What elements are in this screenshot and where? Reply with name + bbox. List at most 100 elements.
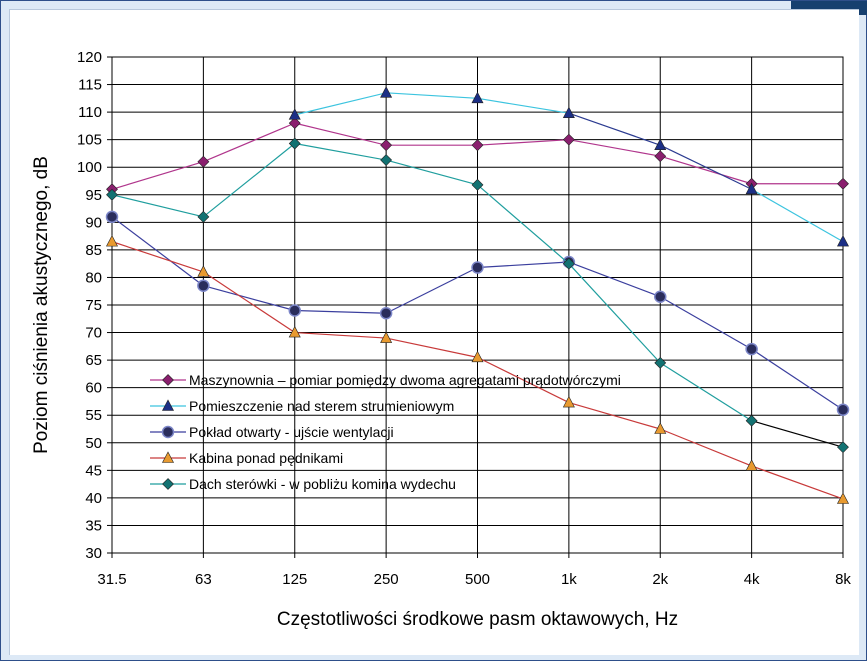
series-segment — [386, 337, 478, 358]
series-segment — [386, 92, 478, 99]
point-ring — [471, 261, 484, 274]
x-tick-label: 1k — [561, 571, 577, 588]
legend-item-3: Pokład otwarty - ujście wentylacji — [150, 424, 394, 440]
series-segment — [660, 428, 752, 467]
series-lines — [105, 86, 850, 504]
data-point — [562, 133, 575, 146]
series-segment — [568, 112, 661, 146]
legend: Maszynownia – pomiar pomiędzy dwoma agre… — [150, 372, 621, 492]
y-tick-label: 110 — [78, 104, 102, 121]
data-point — [562, 257, 575, 270]
y-tick-labels: 30 35 40 45 50 55 60 65 70 75 80 85 90 95 100 105 110 115… — [77, 49, 112, 562]
x-tick-label: 2k — [652, 571, 668, 588]
data-point — [837, 441, 849, 454]
point-ring — [105, 210, 119, 224]
x-tick-label: 63 — [195, 571, 212, 588]
data-point — [288, 304, 301, 317]
y-tick-label: 75 — [85, 297, 102, 314]
point-ring — [379, 307, 393, 320]
legend-marker — [162, 451, 174, 463]
data-point — [837, 492, 849, 504]
series-segment — [111, 241, 204, 273]
data-point — [836, 403, 850, 416]
data-point — [562, 395, 575, 408]
series-segment — [751, 420, 844, 448]
y-tick-label: 70 — [85, 325, 102, 342]
y-tick-label: 45 — [85, 462, 102, 479]
x-tick-label: 500 — [465, 571, 490, 588]
series-segment — [568, 263, 661, 364]
data-point — [288, 117, 301, 130]
y-tick-label: 105 — [77, 132, 102, 149]
point-ring — [197, 279, 210, 292]
series-segment — [751, 188, 844, 243]
series-segment — [477, 184, 570, 265]
chart-panel — [9, 9, 859, 655]
series-segment — [477, 261, 569, 269]
series-segment — [477, 356, 570, 404]
data-point — [471, 350, 484, 363]
data-point — [105, 210, 119, 224]
series-segment — [477, 97, 569, 114]
data-point — [471, 261, 484, 274]
series-segment — [294, 142, 387, 161]
data-point — [654, 150, 667, 163]
legend-marker — [162, 478, 174, 490]
legend-label: Pokład otwarty - ujście wentylacji — [189, 424, 394, 440]
series-4 — [106, 234, 849, 504]
data-point — [380, 139, 393, 152]
series-segment — [385, 266, 478, 314]
series-segment — [751, 465, 844, 500]
series-segment — [294, 309, 387, 314]
data-point — [106, 234, 118, 247]
series-segment — [385, 159, 478, 186]
data-point — [288, 325, 301, 338]
legend-marker — [161, 425, 175, 439]
data-point — [837, 234, 849, 247]
y-tick-label: 35 — [85, 517, 102, 534]
legend-marker — [162, 374, 174, 386]
y-tick-label: 60 — [85, 380, 102, 397]
data-point — [197, 279, 210, 292]
series-segment — [202, 143, 296, 218]
data-point — [197, 265, 210, 277]
data-point — [562, 106, 575, 119]
series-1 — [106, 117, 849, 196]
data-point — [197, 155, 210, 168]
x-tick-label: 8k — [835, 571, 851, 588]
x-tick-labels: 31.5 63 125 250 500 1k 2k 4k 8k — [97, 553, 851, 588]
legend-label: Dach sterówki - w pobliżu komina wydechu — [189, 476, 456, 492]
data-point — [379, 307, 393, 320]
data-point — [288, 108, 301, 120]
y-tick-label: 95 — [85, 187, 102, 204]
series-segment — [294, 331, 387, 339]
series-segment — [751, 348, 844, 411]
series-segment — [659, 362, 752, 422]
data-point — [837, 177, 849, 190]
series-segment — [111, 194, 204, 218]
series-segment — [659, 296, 752, 350]
data-point — [380, 86, 393, 98]
data-point — [654, 356, 667, 369]
x-tick-label: 125 — [282, 571, 307, 588]
legend-item-1: Maszynownia – pomiar pomiędzy dwoma agre… — [150, 372, 621, 388]
y-tick-label: 120 — [77, 49, 102, 66]
series-segment — [111, 216, 204, 287]
y-tick-label: 100 — [77, 159, 102, 176]
data-point — [654, 290, 667, 303]
legend-label: Kabina ponad pędnikami — [189, 450, 343, 466]
point-ring — [836, 403, 850, 416]
series-3 — [105, 210, 850, 416]
series-segment — [477, 139, 569, 146]
point-ring — [161, 425, 175, 439]
series-2 — [288, 86, 849, 247]
legend-item-2: Pomieszczenie nad sterem strumieniowym — [150, 398, 454, 414]
legend-marker — [162, 399, 174, 411]
data-point — [197, 210, 210, 223]
series-segment — [659, 144, 752, 190]
data-point — [654, 138, 667, 150]
series-segment — [111, 161, 204, 190]
series-segment — [203, 271, 296, 334]
data-point — [288, 137, 301, 150]
